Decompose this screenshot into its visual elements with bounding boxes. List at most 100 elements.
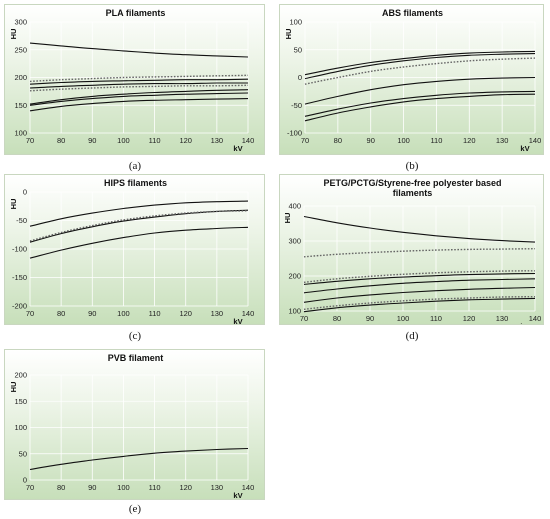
series-line-7 xyxy=(303,296,536,310)
series-line-8 xyxy=(303,297,536,313)
series-line-1 xyxy=(29,447,249,471)
chart-title: PETG/PCTG/Styrene-free polyester based xyxy=(323,178,501,188)
y-tick-label: 50 xyxy=(19,449,27,458)
y-axis-label: HU xyxy=(9,382,18,393)
x-axis-label: kV xyxy=(233,491,242,500)
x-tick-label: 130 xyxy=(211,309,224,318)
x-tick-label: 90 xyxy=(88,309,96,318)
x-tick-label: 120 xyxy=(463,136,476,145)
chart-title: HIPS filaments xyxy=(104,178,167,188)
series-line-7 xyxy=(29,92,249,106)
y-tick-label: 100 xyxy=(289,18,302,27)
x-tick-label: 80 xyxy=(57,136,65,145)
series-line-2 xyxy=(29,209,249,243)
y-axis-label: HU xyxy=(284,29,293,40)
x-tick-label: 140 xyxy=(242,483,255,492)
y-tick-label: 50 xyxy=(294,45,302,54)
x-tick-label: 140 xyxy=(529,136,542,145)
chart-panel-hips: HIPS filaments -200 -150 -100 -50 0 70 80 90 100 1… xyxy=(4,174,265,325)
y-tick-label: -100 xyxy=(12,245,27,254)
caption-e: (e) xyxy=(128,503,142,515)
x-tick-label: 100 xyxy=(397,314,410,323)
x-tick-label: 80 xyxy=(334,136,342,145)
series-line-1 xyxy=(304,50,536,76)
series-line-3 xyxy=(29,78,249,85)
x-tick-label: 140 xyxy=(242,136,255,145)
x-tick-label: 70 xyxy=(300,314,308,323)
y-tick-label: -150 xyxy=(12,273,27,282)
y-tick-label: 100 xyxy=(288,307,301,316)
chart-pla: PLA filaments 100 150 200 250 300 70 80 90 100 110… xyxy=(9,8,255,153)
series-line-8 xyxy=(29,98,249,112)
y-tick-label: 0 xyxy=(23,188,27,197)
x-tick-label: 130 xyxy=(211,136,224,145)
y-tick-label: 100 xyxy=(14,423,27,432)
series-line-3 xyxy=(303,270,536,283)
y-tick-label: 300 xyxy=(14,18,27,27)
caption-d: (d) xyxy=(405,330,419,342)
x-tick-label: 110 xyxy=(430,136,442,145)
y-tick-label: 400 xyxy=(288,202,301,211)
y-tick-label: 150 xyxy=(14,101,27,110)
x-tick-label: 70 xyxy=(301,136,309,145)
series-line-4 xyxy=(29,226,249,259)
x-tick-label: 110 xyxy=(149,309,161,318)
chart-title: ABS filaments xyxy=(382,8,443,18)
x-tick-label: 90 xyxy=(88,483,96,492)
series-line-6 xyxy=(303,286,536,303)
series-line-6 xyxy=(304,93,536,122)
x-tick-label: 110 xyxy=(149,483,161,492)
x-tick-label: 90 xyxy=(366,314,374,323)
x-axis-label: kV xyxy=(520,322,529,325)
x-tick-label: 80 xyxy=(333,314,341,323)
x-axis-label: kV xyxy=(233,144,242,153)
x-tick-label: 100 xyxy=(117,483,130,492)
chart-abs: ABS filaments -100 -50 0 50 100 70 80 90 100 110 12… xyxy=(284,8,542,153)
x-tick-label: 110 xyxy=(149,136,161,145)
x-axis-label: kV xyxy=(520,144,529,153)
series-line-1 xyxy=(29,200,249,227)
y-tick-label: -50 xyxy=(16,216,27,225)
x-tick-label: 130 xyxy=(496,136,509,145)
y-tick-label: 250 xyxy=(14,45,27,54)
x-tick-label: 100 xyxy=(397,136,410,145)
x-tick-label: 70 xyxy=(26,483,34,492)
series-line-3 xyxy=(29,210,249,242)
caption-b: (b) xyxy=(405,160,419,172)
caption-c: (c) xyxy=(128,330,142,342)
y-tick-label: 200 xyxy=(288,272,301,281)
series-line-1 xyxy=(303,215,536,243)
chart-panel-pla: PLA filaments 100 150 200 250 300 70 80 90 100 110… xyxy=(4,4,265,155)
x-tick-label: 80 xyxy=(57,483,65,492)
x-tick-label: 90 xyxy=(367,136,375,145)
series-line-6 xyxy=(29,89,249,105)
y-tick-label: -50 xyxy=(291,101,302,110)
x-tick-label: 70 xyxy=(26,136,34,145)
y-tick-label: -100 xyxy=(287,129,302,138)
x-tick-label: 120 xyxy=(179,483,192,492)
chart-hips: HIPS filaments -200 -150 -100 -50 0 70 80 90 100 1… xyxy=(9,178,255,324)
x-tick-label: 140 xyxy=(242,309,255,318)
chart-panel-abs: ABS filaments -100 -50 0 50 100 70 80 90 100 110 12… xyxy=(279,4,544,155)
chart-title: PVB filament xyxy=(108,353,164,363)
series-line-2 xyxy=(29,74,249,83)
x-tick-label: 100 xyxy=(117,136,130,145)
series-line-5 xyxy=(304,90,536,117)
x-tick-label: 140 xyxy=(529,314,542,323)
y-tick-label: 0 xyxy=(23,476,27,485)
chart-pvb: PVB filament 0 50 100 150 200 70 80 90 100 110 120 1… xyxy=(9,353,255,500)
series-line-1 xyxy=(29,42,249,58)
series-line-2 xyxy=(304,53,536,80)
series-line-4 xyxy=(303,272,536,285)
chart-petg: PETG/PCTG/Styrene-free polyester basedfi… xyxy=(283,178,542,325)
y-tick-label: -200 xyxy=(12,302,27,311)
series-line-5 xyxy=(303,278,536,294)
y-tick-label: 200 xyxy=(14,73,27,82)
y-axis-label: HU xyxy=(283,213,292,224)
series-line-4 xyxy=(304,76,536,105)
chart-title: PLA filaments xyxy=(106,8,166,18)
x-tick-label: 120 xyxy=(179,136,192,145)
x-tick-label: 110 xyxy=(430,314,442,323)
chart-title: filaments xyxy=(393,188,433,198)
y-tick-label: 150 xyxy=(14,397,27,406)
